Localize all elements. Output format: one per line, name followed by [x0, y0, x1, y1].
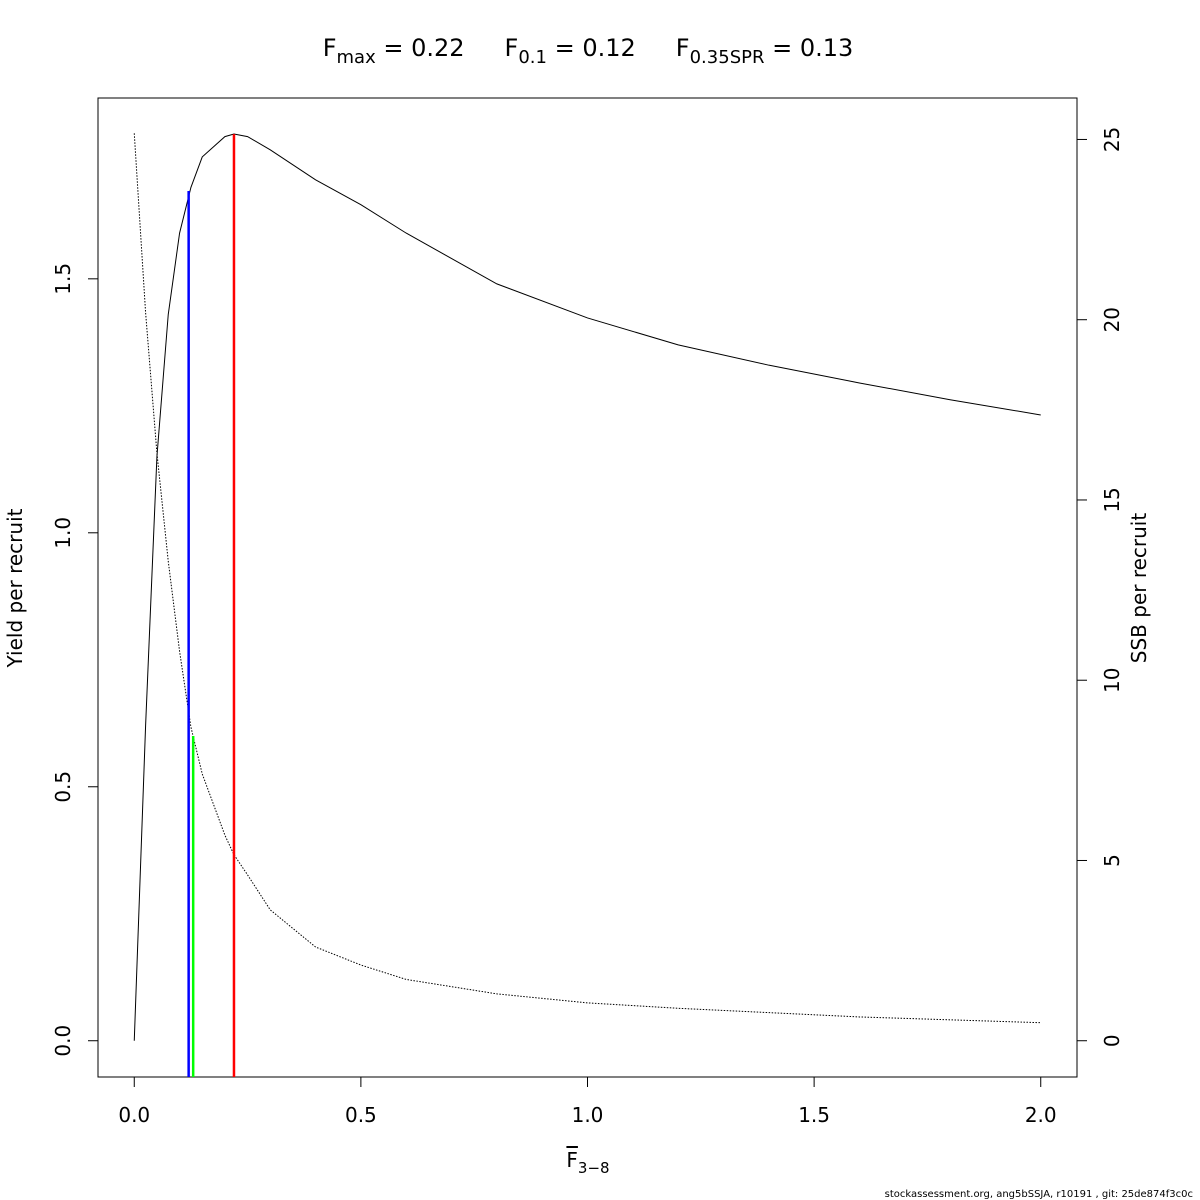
- title-sub: 0.1: [518, 47, 547, 68]
- title-main: F: [323, 34, 337, 62]
- x-tick-label: 0.5: [345, 1103, 377, 1127]
- x-tick-label: 1.5: [798, 1103, 830, 1127]
- x-tick-label: 2.0: [1025, 1103, 1057, 1127]
- y2-tick-label: 5: [1100, 854, 1124, 867]
- title-main: F: [676, 34, 690, 62]
- title-sub: max: [337, 47, 377, 68]
- y-tick-label: 1.5: [51, 263, 75, 295]
- y-tick-label: 1.0: [51, 517, 75, 549]
- y2-tick-label: 20: [1100, 307, 1124, 332]
- plot-box: [97, 97, 1078, 1078]
- x-label-main: F: [566, 1148, 578, 1172]
- footer: stockassessment.org, ang5bSSJA, r10191 ,…: [885, 1189, 1193, 1200]
- title-main: F: [505, 34, 519, 62]
- y-axis-label: Yield per recruit: [3, 508, 27, 668]
- y2-tick-label: 0: [1100, 1034, 1124, 1047]
- title-rest: = 0.22: [376, 34, 465, 62]
- title-rest: = 0.12: [547, 34, 636, 62]
- y2-tick-label: 15: [1100, 487, 1124, 512]
- title-sub: 0.35SPR: [690, 47, 765, 68]
- y2-tick-label: 25: [1100, 127, 1124, 152]
- y2-axis-label: SSB per recruit: [1127, 513, 1151, 664]
- x-tick-label: 1.0: [572, 1103, 604, 1127]
- chart-title: Fmax = 0.22 F0.1 = 0.12 F0.35SPR = 0.13: [323, 34, 854, 68]
- x-tick-label: 0.0: [118, 1103, 150, 1127]
- x-axis-label: F3−8: [566, 1148, 609, 1177]
- y-tick-label: 0.0: [51, 1025, 75, 1057]
- x-label-sub: 3−8: [578, 1159, 610, 1177]
- series-line: [133, 133, 1041, 1041]
- title-rest: = 0.13: [764, 34, 853, 62]
- series-line: [133, 133, 1041, 1024]
- y-tick-label: 0.5: [51, 771, 75, 803]
- y2-tick-label: 10: [1100, 667, 1124, 692]
